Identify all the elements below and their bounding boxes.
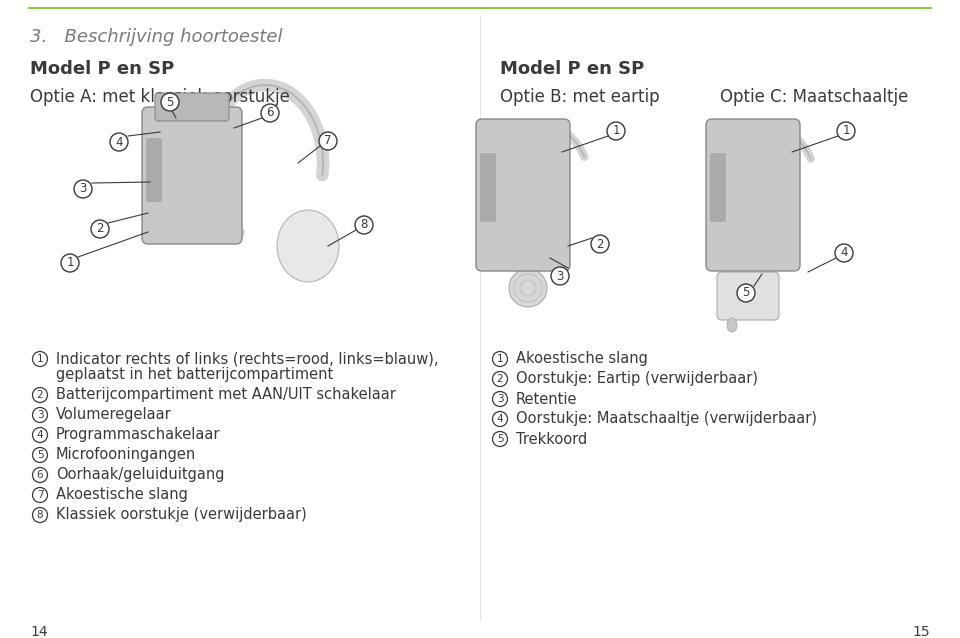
- Text: Oorhaak/geluiduitgang: Oorhaak/geluiduitgang: [56, 468, 225, 482]
- Text: Oorstukje: Maatschaaltje (verwijderbaar): Oorstukje: Maatschaaltje (verwijderbaar): [516, 412, 817, 426]
- Text: 5: 5: [36, 450, 43, 460]
- Text: Klassiek oorstukje (verwijderbaar): Klassiek oorstukje (verwijderbaar): [56, 507, 307, 523]
- Circle shape: [91, 220, 109, 238]
- FancyBboxPatch shape: [480, 153, 496, 222]
- Text: Akoestische slang: Akoestische slang: [516, 352, 648, 366]
- Circle shape: [33, 487, 47, 503]
- Text: 6: 6: [266, 107, 274, 119]
- Circle shape: [492, 371, 508, 387]
- Text: 5: 5: [496, 434, 503, 444]
- Circle shape: [33, 507, 47, 523]
- FancyBboxPatch shape: [717, 272, 779, 320]
- Text: 5: 5: [166, 96, 174, 108]
- Circle shape: [492, 431, 508, 447]
- Text: 3: 3: [556, 269, 564, 283]
- Text: Retentie: Retentie: [516, 392, 578, 406]
- Text: 4: 4: [36, 430, 43, 440]
- Text: 14: 14: [30, 625, 48, 638]
- Text: 4: 4: [840, 246, 848, 260]
- Text: Batterijcompartiment met AAN/UIT schakelaar: Batterijcompartiment met AAN/UIT schakel…: [56, 387, 396, 403]
- Circle shape: [837, 122, 855, 140]
- Text: Model P en SP: Model P en SP: [30, 60, 175, 78]
- FancyBboxPatch shape: [146, 138, 162, 202]
- FancyBboxPatch shape: [155, 93, 229, 121]
- Circle shape: [33, 387, 47, 403]
- Circle shape: [33, 447, 47, 463]
- Text: 1: 1: [36, 354, 43, 364]
- Text: 8: 8: [360, 218, 368, 232]
- Text: 1: 1: [66, 256, 74, 269]
- Text: Oorstukje: Eartip (verwijderbaar): Oorstukje: Eartip (verwijderbaar): [516, 371, 758, 387]
- Circle shape: [110, 133, 128, 151]
- Circle shape: [33, 427, 47, 443]
- Circle shape: [737, 284, 755, 302]
- Ellipse shape: [277, 210, 339, 282]
- Circle shape: [261, 104, 279, 122]
- FancyBboxPatch shape: [706, 119, 800, 271]
- Text: 2: 2: [496, 374, 503, 384]
- Text: 15: 15: [912, 625, 930, 638]
- Ellipse shape: [727, 318, 737, 332]
- Text: 2: 2: [596, 237, 604, 251]
- Text: 2: 2: [36, 390, 43, 400]
- Ellipse shape: [509, 269, 547, 307]
- Text: 3: 3: [80, 182, 86, 195]
- Text: Indicator rechts of links (rechts=rood, links=blauw),: Indicator rechts of links (rechts=rood, …: [56, 352, 439, 366]
- Text: 3: 3: [36, 410, 43, 420]
- FancyBboxPatch shape: [476, 119, 570, 271]
- Circle shape: [61, 254, 79, 272]
- Circle shape: [607, 122, 625, 140]
- Text: 5: 5: [742, 286, 750, 299]
- Text: 7: 7: [324, 135, 332, 147]
- Text: 4: 4: [115, 135, 123, 149]
- Text: Model P en SP: Model P en SP: [500, 60, 644, 78]
- Text: Optie C: Maatschaaltje: Optie C: Maatschaaltje: [720, 88, 908, 106]
- Text: 8: 8: [36, 510, 43, 520]
- Text: Volumeregelaar: Volumeregelaar: [56, 408, 172, 422]
- FancyBboxPatch shape: [142, 107, 242, 244]
- Circle shape: [33, 468, 47, 482]
- Text: 3: 3: [496, 394, 503, 404]
- Text: 2: 2: [96, 223, 104, 235]
- Circle shape: [591, 235, 609, 253]
- Text: 1: 1: [496, 354, 503, 364]
- Circle shape: [492, 392, 508, 406]
- Text: Programmaschakelaar: Programmaschakelaar: [56, 427, 221, 443]
- Text: 7: 7: [36, 490, 43, 500]
- Circle shape: [492, 412, 508, 426]
- Text: 3.   Beschrijving hoortoestel: 3. Beschrijving hoortoestel: [30, 28, 282, 46]
- FancyBboxPatch shape: [710, 153, 726, 222]
- Circle shape: [355, 216, 373, 234]
- Circle shape: [835, 244, 853, 262]
- Text: 1: 1: [842, 124, 850, 138]
- Text: 4: 4: [496, 414, 503, 424]
- Text: 6: 6: [36, 470, 43, 480]
- Text: Optie A: met klassiek oorstukje: Optie A: met klassiek oorstukje: [30, 88, 290, 106]
- Text: geplaatst in het batterijcompartiment: geplaatst in het batterijcompartiment: [56, 367, 333, 383]
- Circle shape: [551, 267, 569, 285]
- Text: Optie B: met eartip: Optie B: met eartip: [500, 88, 660, 106]
- Circle shape: [33, 408, 47, 422]
- Text: Microfooningangen: Microfooningangen: [56, 447, 196, 463]
- Circle shape: [492, 352, 508, 366]
- Text: Trekkoord: Trekkoord: [516, 431, 588, 447]
- Circle shape: [319, 132, 337, 150]
- Circle shape: [33, 352, 47, 366]
- Text: Akoestische slang: Akoestische slang: [56, 487, 188, 503]
- Circle shape: [161, 93, 179, 111]
- Text: 1: 1: [612, 124, 620, 138]
- Circle shape: [74, 180, 92, 198]
